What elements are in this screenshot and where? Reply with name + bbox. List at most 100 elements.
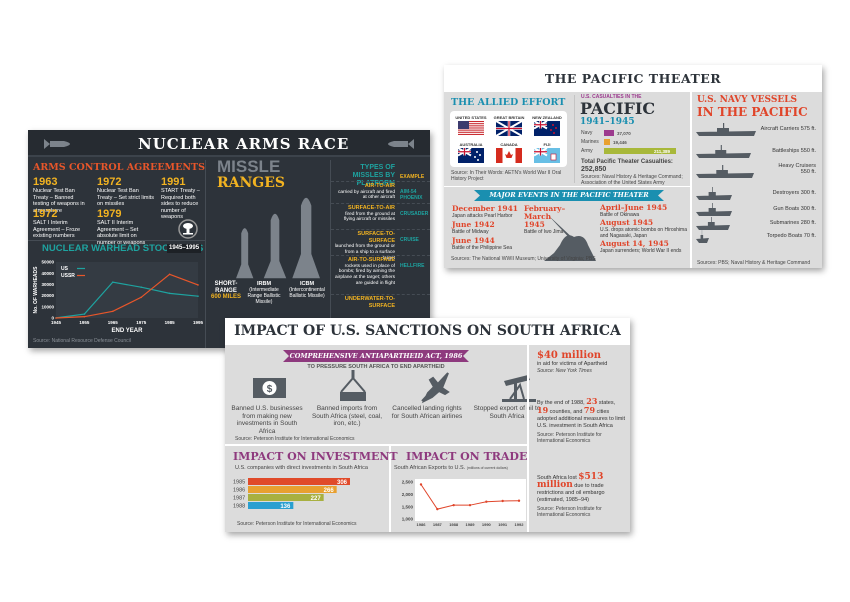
divider <box>225 444 527 446</box>
casualty-label: Army <box>581 148 593 154</box>
investment-title: IMPACT ON INVESTMENT <box>233 450 398 463</box>
x-tick-label: 1986 <box>417 522 427 527</box>
missile-type-name: SURFACE-TO-SURFACE <box>357 231 395 244</box>
event-item: June 1944 Battle of the Philippine Sea <box>452 236 522 252</box>
bar-category-label: 1987 <box>233 496 245 502</box>
x-tick-label: 1990 <box>482 522 492 527</box>
casualties-kicker: U.S. CASUALTIES IN THE <box>581 94 642 100</box>
ship-shape <box>696 145 751 158</box>
agreement: 1991 START Treaty – Required both sides t… <box>161 177 205 221</box>
trade-subtitle: South African Exports to U.S. (millions … <box>394 465 508 471</box>
measures-source: Source: Peterson Institute for Internati… <box>235 436 355 442</box>
navy-source: Sources: PBS; Naval History & Heritage C… <box>697 260 811 266</box>
x-tick-label: 1975 <box>136 320 147 325</box>
vessel-label: Submarines 280 ft. <box>769 220 816 226</box>
divider <box>331 203 430 204</box>
plot-area <box>415 479 526 521</box>
country-label: CANADA <box>500 142 518 147</box>
divider <box>331 255 430 256</box>
casualty-value: 37,070 <box>617 130 631 136</box>
ship-shape <box>696 165 754 178</box>
event-text: Battle of Iwo Jima <box>524 229 564 235</box>
missile-label: ICBM (Intercontinental Ballistic Missile) <box>286 281 328 299</box>
agreement-year: 1972 <box>33 208 58 220</box>
nuclear-header: NUCLEAR ARMS RACE <box>28 130 430 157</box>
fact-fragment: South Africa lost <box>537 475 577 481</box>
missile-example: HELLFIRE <box>400 263 425 269</box>
ship-shape <box>696 203 732 216</box>
y-tick-label: 1,000 <box>402 517 414 522</box>
fiji-flag-icon <box>534 148 560 163</box>
event-date: June 1944 <box>452 236 495 245</box>
iwo-jima-flag-raising-icon <box>544 215 596 261</box>
y-tick-label: 30000 <box>41 282 54 287</box>
missile-detail: (Intermediate Range Ballistic Missile) <box>247 287 281 305</box>
event-date: February–March 1945 <box>524 204 566 229</box>
country-label: FIJI <box>543 142 551 147</box>
short-range-missile-icon <box>236 228 254 279</box>
new-zealand-flag-icon <box>534 121 560 136</box>
x-tick-label: 1955 <box>79 320 90 325</box>
casualties-title: PACIFIC <box>580 99 656 118</box>
pacific-theater-panel: THE PACIFIC THEATER THE ALLIED EFFORT UN… <box>444 65 822 268</box>
agreement-year: 1991 <box>161 176 186 188</box>
x-tick-label: 1945 <box>51 320 62 325</box>
navy-title-1: U.S. NAVY VESSELS <box>697 95 798 105</box>
svg-text:$: $ <box>267 384 273 395</box>
missile-type-item: AIR-TO-SURFACE rockets used in place of b… <box>333 257 395 287</box>
fact-fragment: due to trade restrictions and oil embarg… <box>537 483 605 503</box>
fact-aid: $40 million in aid for victims of Aparthe… <box>537 350 625 374</box>
country-label: UNITED STATES <box>455 115 487 120</box>
stockpile-range-badge: 1945–1995 <box>167 244 202 253</box>
agreement: 1972 Nuclear Test Ban Treaty – Set strict… <box>97 177 155 208</box>
stockpile-title: NUCLEAR WARHEAD STOCKPILES <box>42 243 204 254</box>
casualty-value: 211,389 <box>654 148 671 154</box>
divider <box>389 446 391 532</box>
divider <box>331 294 430 295</box>
fact-big: $40 million <box>537 350 602 361</box>
missile-detail: (Intercontinental Ballistic Missile) <box>289 287 325 299</box>
ship-silhouette-icon <box>696 217 730 230</box>
missile-name: SHORT-RANGE <box>214 281 238 294</box>
ship-shape <box>696 123 756 136</box>
trade-subtitle-text: South African Exports to U.S. <box>394 465 466 471</box>
events-ribbon <box>474 190 664 201</box>
events-title: MAJOR EVENTS IN THE PACIFIC THEATER <box>489 191 649 199</box>
casualty-bar <box>604 148 676 154</box>
fact-fragment: Source: Peterson Institute for Internati… <box>537 432 602 444</box>
data-point <box>501 499 504 503</box>
trade-line-chart: 1,000 1,500 2,000 2,500 1986 1987 1988 1989 1990… <box>402 479 526 527</box>
event-item: December 1941 Japan attacks Pearl Harbor <box>452 205 522 220</box>
event-text: U.S. drops atomic bombs on Hiroshima and… <box>600 227 687 239</box>
act-title: COMPREHENSIVE ANTIAPARTHEID ACT, 1986 <box>289 352 463 360</box>
nuclear-title: NUCLEAR ARMS RACE <box>138 135 350 153</box>
act-subtitle: TO PRESSURE SOUTH AFRICA TO END APARTHEI… <box>307 364 445 370</box>
casualties-source: Sources: Naval History & Heritage Comman… <box>581 174 683 186</box>
event-item: June 1942 Battle of Midway <box>452 221 522 236</box>
data-point <box>112 310 114 313</box>
sanctions-header: IMPACT OF U.S. SANCTIONS ON SOUTH AFRICA <box>225 318 630 345</box>
fact-fragment: 19 <box>537 405 549 415</box>
agreement-text: Nuclear Test Ban Treaty – Banned testing… <box>33 188 85 214</box>
legend-label: US <box>61 266 69 272</box>
canada-flag-icon <box>496 148 522 163</box>
missile-title-2: RANGES <box>217 175 286 191</box>
missile-type-item: UNDERWATER-TO-SURFACE <box>333 296 395 309</box>
fact-fragment: counties, and <box>549 409 583 415</box>
x-tick-label: 1992 <box>515 522 525 527</box>
vessel-label: Gun Boats 300 ft. <box>773 206 816 212</box>
x-tick-label: 1995 <box>193 320 204 325</box>
fact-local-measures: By the end of 1988, 23 states, 19 counti… <box>537 397 627 444</box>
missile-type-desc: rockets used in place of bombs; fired by… <box>335 263 395 286</box>
investment-source: Source: Peterson Institute for Internati… <box>237 521 357 527</box>
oil-pump-icon <box>502 375 536 402</box>
pacific-header: THE PACIFIC THEATER <box>444 65 822 92</box>
event-item: August 14, 1945 Japan surrenders; World W… <box>600 240 688 255</box>
ship-silhouette-icon <box>696 165 754 178</box>
y-tick-label: 40000 <box>41 271 54 276</box>
stockpile-source: Source: National Resource Defense Counci… <box>33 338 131 344</box>
y-tick-label: 50000 <box>41 260 54 265</box>
divider <box>28 240 205 241</box>
casualties-years: 1941–1945 <box>580 117 635 127</box>
fact-fragment: Source: Peterson Institute for Internati… <box>537 506 602 518</box>
